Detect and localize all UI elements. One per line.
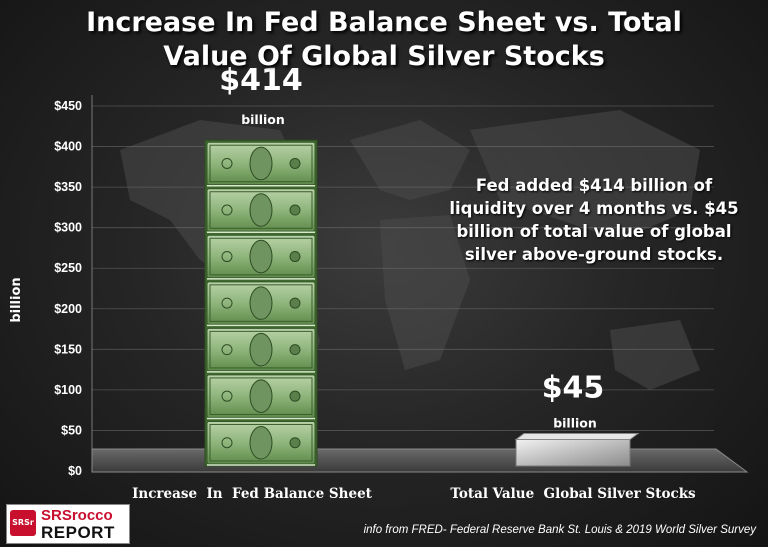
bill-portrait-icon [249,286,273,320]
y-tick-label: $0 [68,464,82,478]
bill-seal-icon [289,204,301,216]
srsrocco-logo: SRSr SRSrocco REPORT [6,504,130,544]
bill-seal-icon [221,437,233,449]
bill-seal-icon [289,344,301,356]
bill-portrait-icon [249,193,273,227]
bill-portrait-icon [249,332,273,367]
bill-seal-icon [289,390,301,402]
bill-seal-icon [289,157,301,169]
data-label-unit: billion [553,416,597,431]
annotation-line-4: silver above-ground stocks. [464,245,724,264]
bill-portrait-icon [249,239,273,274]
bar-body [515,439,631,467]
annotation-line-2: liquidity over 4 months vs. $45 [449,199,739,218]
y-tick-label: $150 [54,342,82,356]
y-axis-label: billion [9,277,24,322]
bill-seal-icon [221,297,233,309]
y-tick-label: $450 [54,99,82,113]
y-tick-label: $350 [54,180,82,194]
logo-text-report: REPORT [41,523,115,542]
source-note: info from FRED- Federal Reserve Bank St.… [363,524,756,536]
bill-seal-icon [221,344,233,356]
bill-border [209,237,313,276]
bill-border [209,191,313,229]
chart-annotation: Fed added $414 billion of liquidity over… [444,174,744,266]
silver-bar-top-face [514,433,640,440]
bars [204,139,640,467]
x-category-label: Total Value Global Silver Stocks [450,486,696,502]
bill-seal-icon [221,204,233,216]
bill-seal-icon [221,251,233,263]
x-axis-categories: Increase In Fed Balance Sheet Total Value… [132,486,696,502]
logo-text-srsrocco: SRSrocco [41,507,113,524]
bill-portrait-icon [249,425,273,460]
bill-seal-icon [289,437,301,449]
y-tick-label: $250 [54,261,82,275]
x-category-label: Increase In Fed Balance Sheet [132,486,373,502]
bill-seal-icon [221,390,233,402]
bar-fed-balance-sheet [204,139,318,467]
bill-seal-icon [221,157,233,169]
bill-border [209,144,313,183]
logo-badge-icon: SRSr [10,510,36,536]
bar-global-silver-stocks [514,433,640,467]
annotation-line-3: billion of total value of global [456,222,732,241]
data-labels: $414 billion $45 billion [219,63,604,430]
chart-title-line-1: Increase In Fed Balance Sheet vs. Total [86,7,682,38]
annotation-line-1: Fed added $414 billion of [475,176,713,195]
bill-seal-icon [289,251,301,263]
data-label-unit: billion [241,112,285,127]
y-tick-label: $200 [54,302,82,316]
bill-border [209,423,313,462]
y-axis-ticks: $0 $50 $100 $150 $200 $250 $300 $350 $400 $450 [54,99,82,478]
data-label-value: $414 [219,63,303,98]
y-tick-label: $300 [54,221,82,235]
y-tick-label: $50 [61,423,82,437]
bill-portrait-icon [249,146,273,181]
grid-lines [92,105,714,431]
bill-portrait-icon [249,379,273,413]
bill-border [209,377,313,415]
y-tick-label: $400 [54,140,82,154]
chart-floor [91,448,749,473]
bill-border [209,284,313,322]
y-tick-label: $100 [54,383,82,397]
bill-seal-icon [289,297,301,309]
bill-border [209,330,313,369]
chart-title-line-2: Value Of Global Silver Stocks [163,41,605,72]
data-label-value: $45 [542,371,605,406]
